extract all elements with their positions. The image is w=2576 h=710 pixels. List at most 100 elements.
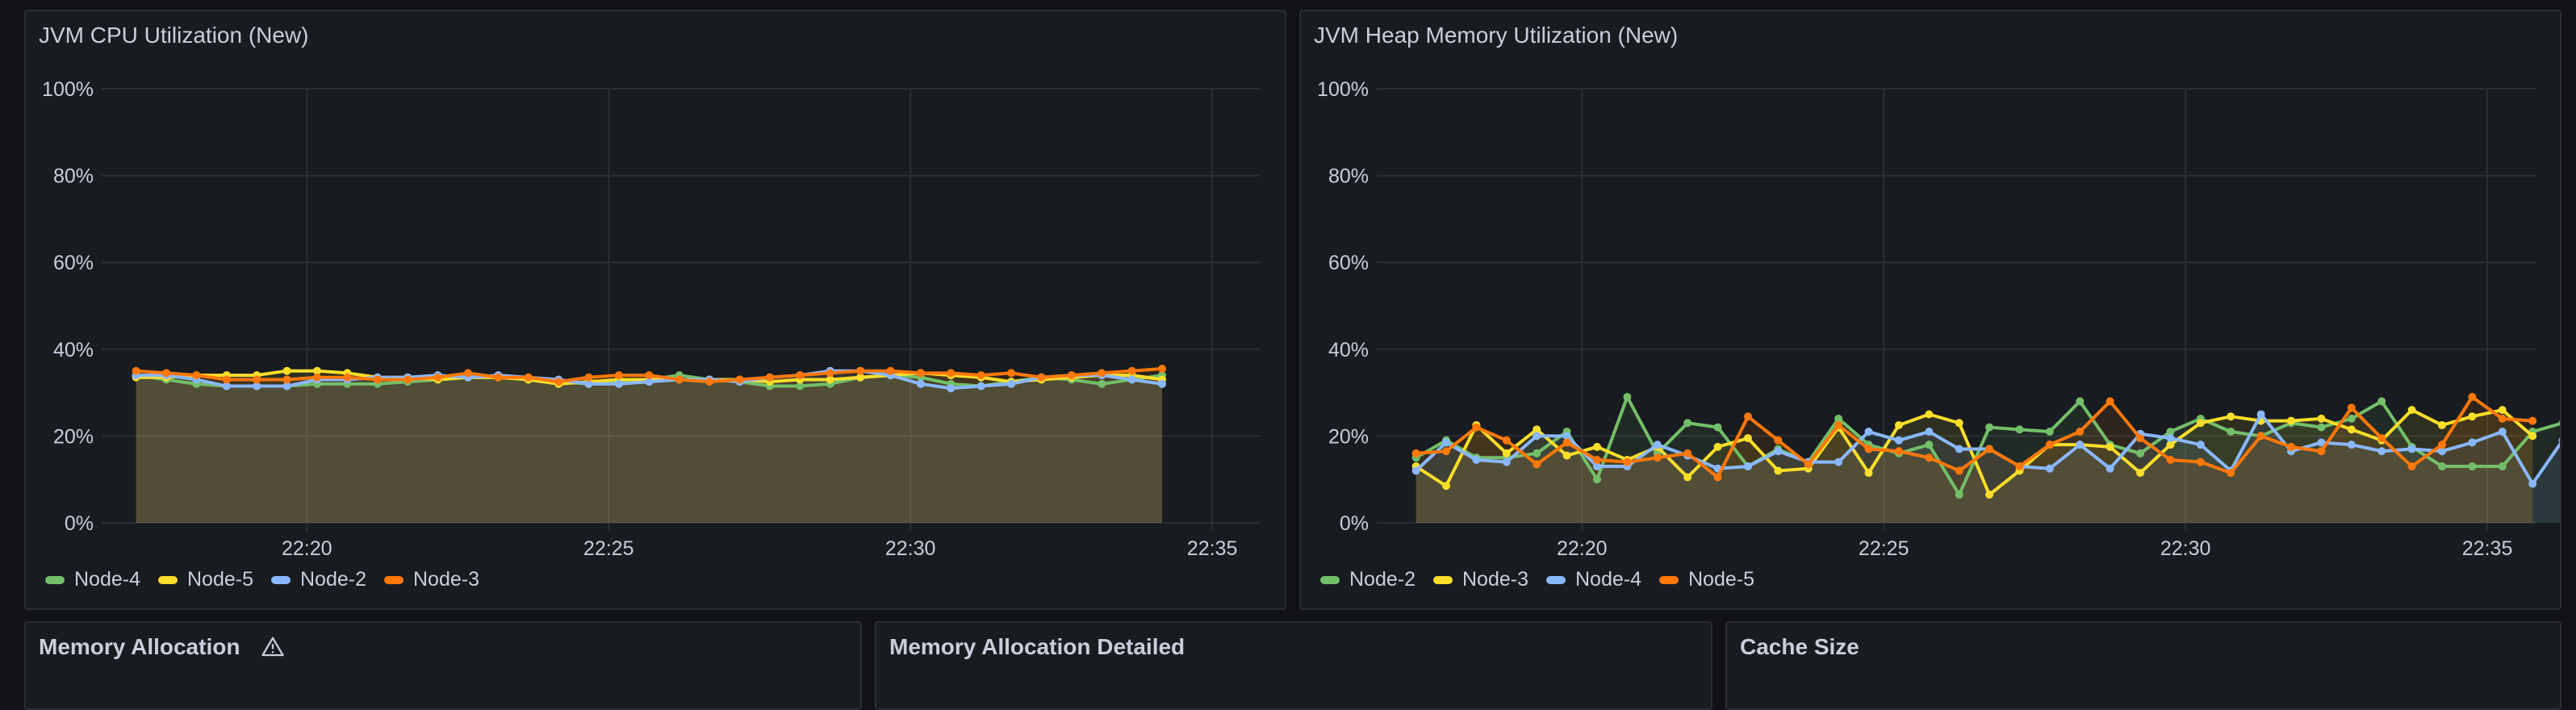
data-point-node-4 <box>1562 432 1571 441</box>
data-point-node-3 <box>886 366 895 375</box>
data-point-node-5 <box>1864 445 1873 453</box>
data-point-node-3 <box>675 375 684 384</box>
data-point-node-3 <box>645 371 654 380</box>
data-point-node-3 <box>1592 442 1601 451</box>
data-point-node-5 <box>2317 447 2326 456</box>
data-point-node-2 <box>1713 423 1722 432</box>
data-point-node-3 <box>282 375 291 384</box>
legend-label: Node-3 <box>413 568 479 591</box>
legend-item-node-5[interactable]: Node-5 <box>1659 568 1754 591</box>
legend-swatch <box>1546 575 1566 584</box>
panel-title: Memory Allocation Detailed <box>889 634 1186 659</box>
data-point-node-5 <box>2468 392 2477 401</box>
data-point-node-2 <box>1007 379 1016 388</box>
x-tick-label: 22:20 <box>282 537 332 560</box>
data-point-node-5 <box>312 366 321 375</box>
cache-size-panel: Cache Size <box>1725 621 2561 710</box>
data-point-node-3 <box>2166 441 2175 449</box>
data-point-node-3 <box>343 373 352 382</box>
legend-item-node-2[interactable]: Node-2 <box>1320 568 1416 591</box>
data-point-node-4 <box>1533 432 1541 441</box>
x-tick-label: 22:25 <box>1859 537 1909 560</box>
legend-item-node-2[interactable]: Node-2 <box>271 568 366 591</box>
legend-item-node-4[interactable]: Node-4 <box>45 568 140 591</box>
legend-label: Node-3 <box>1462 568 1528 591</box>
data-point-node-5 <box>1653 453 1662 462</box>
y-tick-label: 80% <box>53 165 94 188</box>
data-point-node-3 <box>1743 434 1752 443</box>
y-tick-label: 20% <box>1328 425 1369 448</box>
data-point-node-4 <box>1925 428 1934 436</box>
y-tick-label: 0% <box>65 512 94 535</box>
data-point-node-5 <box>1774 436 1783 445</box>
data-point-node-4 <box>1472 455 1481 464</box>
data-point-node-2 <box>2317 423 2326 432</box>
series-area-node-3 <box>136 369 1163 523</box>
data-point-node-3 <box>222 375 231 384</box>
data-point-node-3 <box>1864 469 1873 478</box>
data-point-node-4 <box>2528 479 2537 488</box>
legend-item-node-3[interactable]: Node-3 <box>1433 568 1528 591</box>
y-tick-label: 60% <box>1328 252 1369 274</box>
data-point-node-3 <box>433 373 442 382</box>
data-point-node-2 <box>2076 397 2085 406</box>
data-point-node-3 <box>1774 466 1783 475</box>
data-point-node-3 <box>192 371 201 380</box>
data-point-node-5 <box>1925 453 1934 462</box>
data-point-node-3 <box>1098 369 1106 378</box>
data-point-node-2 <box>1985 423 1994 432</box>
data-point-node-5 <box>1743 412 1752 421</box>
data-point-node-2 <box>947 384 956 393</box>
data-point-node-5 <box>2377 434 2386 443</box>
data-point-node-3 <box>1683 473 1692 482</box>
data-point-node-4 <box>2377 447 2386 456</box>
data-point-node-5 <box>2076 428 2085 436</box>
data-point-node-4 <box>1502 457 1511 466</box>
legend-item-node-4[interactable]: Node-4 <box>1546 568 1641 591</box>
data-point-node-3 <box>1067 371 1076 380</box>
data-point-node-2 <box>916 379 925 388</box>
data-point-node-2 <box>1158 379 1167 388</box>
data-point-node-5 <box>2196 457 2205 466</box>
legend-swatch <box>1320 575 1340 584</box>
data-point-node-5 <box>2136 434 2145 443</box>
data-point-node-2 <box>2498 462 2507 471</box>
legend-item-node-3[interactable]: Node-3 <box>384 568 479 591</box>
data-point-node-2 <box>1834 414 1843 423</box>
data-point-node-2 <box>1925 441 1934 449</box>
data-point-node-5 <box>2227 469 2235 478</box>
panel-title-row: Memory Allocation <box>39 634 285 660</box>
data-point-node-3 <box>1562 451 1571 460</box>
data-point-node-5 <box>2166 455 2175 464</box>
panel-title: Memory Allocation <box>39 634 240 659</box>
data-point-node-4 <box>2196 441 2205 449</box>
data-point-node-5 <box>826 375 834 384</box>
panel-title: JVM Heap Memory Utilization (New) <box>1314 23 1679 48</box>
legend-label: Node-5 <box>187 568 253 591</box>
series-area-node-4 <box>136 375 1163 523</box>
data-point-node-2 <box>614 379 623 388</box>
data-point-node-4 <box>1411 466 1420 475</box>
cpu-panel: JVM CPU Utilization (New) 0% 20% 40% 60% 80%… <box>24 10 1286 610</box>
heap-chart: 0% 20% 40% 60% 80% 100% 22:20 22:25 22:30 22:35 <box>1317 78 2560 560</box>
y-tick-label: 0% <box>1340 512 1369 535</box>
data-point-node-3 <box>162 369 171 378</box>
data-point-node-3 <box>1533 425 1541 434</box>
data-point-node-3 <box>584 373 593 382</box>
warning-icon[interactable] <box>261 635 285 659</box>
data-point-node-3 <box>373 375 382 384</box>
data-point-node-3 <box>826 369 834 378</box>
data-point-node-2 <box>584 379 593 388</box>
data-point-node-4 <box>2498 428 2507 436</box>
data-point-node-3 <box>253 375 261 384</box>
data-point-node-4 <box>2166 434 2175 443</box>
data-point-node-5 <box>2045 441 2054 449</box>
data-point-node-4 <box>1834 457 1843 466</box>
legend-item-node-5[interactable]: Node-5 <box>158 568 253 591</box>
data-point-node-2 <box>2437 462 2446 471</box>
data-point-node-4 <box>2076 441 2085 449</box>
data-point-node-3 <box>494 373 503 382</box>
data-point-node-5 <box>1985 445 1994 453</box>
series-area-node-3 <box>1416 410 2533 523</box>
data-point-node-5 <box>2256 432 2265 441</box>
